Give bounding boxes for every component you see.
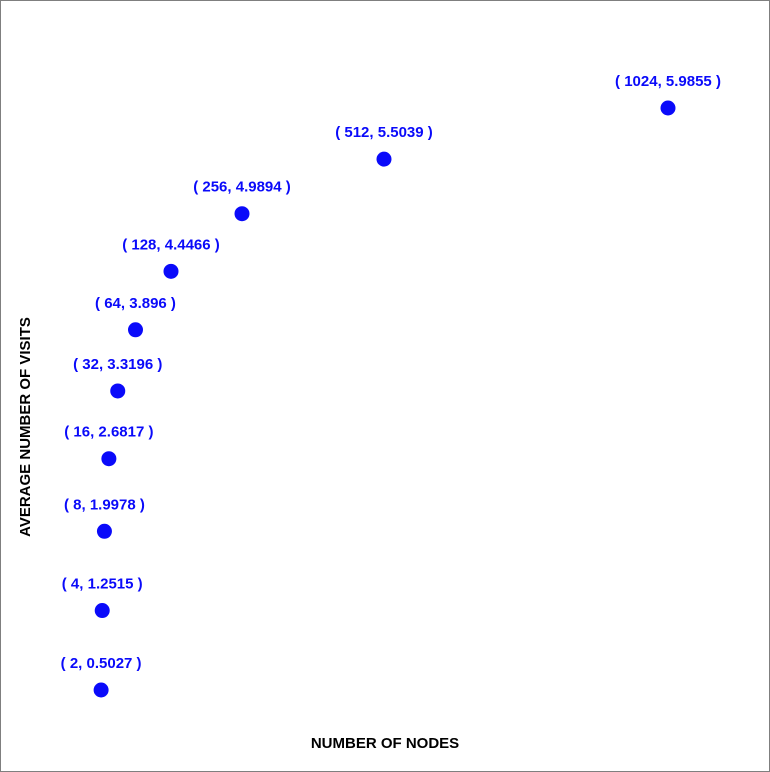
data-point-label: ( 16, 2.6817 ) [64,424,153,441]
y-axis-title: AVERAGE NUMBER OF VISITS [17,317,34,537]
data-point [376,151,392,167]
data-point [128,322,143,338]
data-point-label: ( 256, 4.9894 ) [193,179,291,196]
data-point [110,383,126,399]
data-point-label: ( 1024, 5.9855 ) [615,73,721,90]
data-point-label: ( 64, 3.896 ) [95,295,176,312]
data-point-label: ( 32, 3.3196 ) [73,356,162,373]
data-point [234,206,250,222]
data-point-label: ( 2, 0.5027 ) [61,655,142,672]
data-point-label: ( 128, 4.4466 ) [122,236,220,253]
data-point-label: ( 8, 1.9978 ) [64,496,145,513]
data-point [660,100,676,116]
x-axis-title: NUMBER OF NODES [311,735,459,752]
data-point-label: ( 4, 1.2515 ) [62,576,143,593]
data-point [93,682,109,698]
data-point-label: ( 512, 5.5039 ) [335,124,433,141]
data-point [101,451,117,467]
chart-marks: ( 2, 0.5027 ) ( 4, 1.2515 ) ( 8, 1.9978 ) (… [61,73,721,698]
data-point [94,603,110,619]
data-point [163,263,179,279]
data-point [96,523,112,539]
